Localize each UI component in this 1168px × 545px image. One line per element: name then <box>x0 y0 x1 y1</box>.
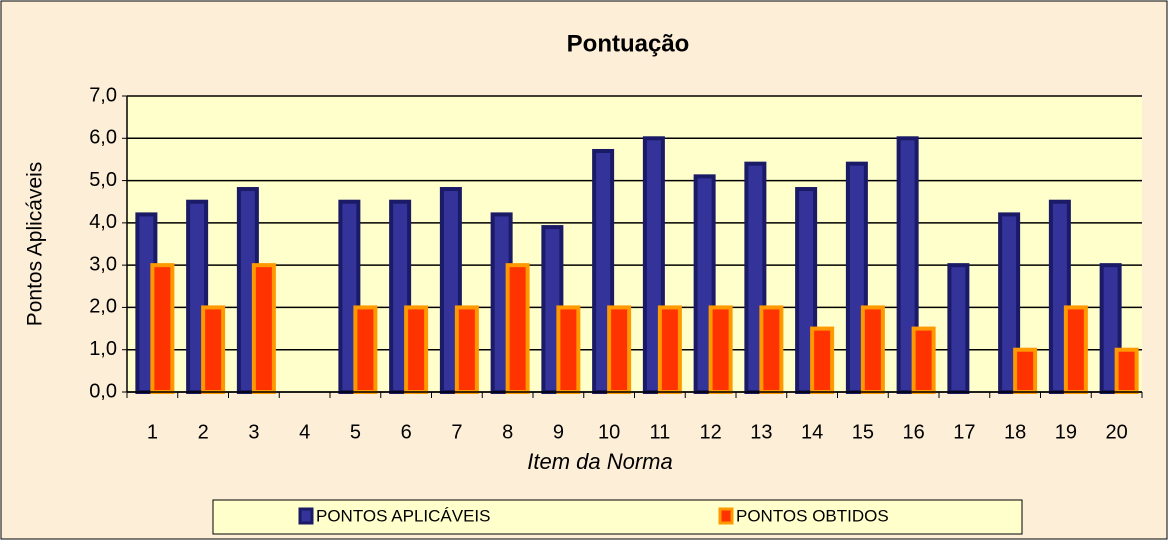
bar <box>657 305 682 394</box>
plot-area <box>127 96 1142 392</box>
bar <box>947 263 970 394</box>
bar <box>201 305 226 394</box>
x-tick-label: 16 <box>903 421 925 443</box>
x-tick-label: 17 <box>953 421 975 443</box>
y-tick-label: 4,0 <box>89 211 117 233</box>
y-tick-label: 0,0 <box>89 380 117 402</box>
y-tick-label: 2,0 <box>89 296 117 318</box>
bar <box>404 305 429 394</box>
x-tick-label: 18 <box>1004 421 1026 443</box>
bar <box>454 305 479 394</box>
bar <box>607 305 632 394</box>
bar <box>556 305 581 394</box>
x-tick-label: 14 <box>801 421 823 443</box>
x-tick-label: 19 <box>1055 421 1077 443</box>
x-tick-label: 5 <box>350 421 361 443</box>
x-tick-label: 6 <box>401 421 412 443</box>
x-tick-label: 2 <box>198 421 209 443</box>
x-tick-label: 9 <box>553 421 564 443</box>
y-axis-label: Pontos Aplicáveis <box>24 162 47 327</box>
bar <box>150 263 175 394</box>
y-tick-label: 1,0 <box>89 338 117 360</box>
x-tick-label: 8 <box>502 421 513 443</box>
bar <box>860 305 885 394</box>
chart-title: Pontuação <box>567 30 690 57</box>
bar <box>810 326 835 395</box>
legend-label: PONTOS APLICÁVEIS <box>316 506 490 525</box>
bar <box>505 263 530 394</box>
bar <box>251 263 276 394</box>
x-tick-label: 1 <box>147 421 158 443</box>
x-tick-label: 3 <box>248 421 259 443</box>
bar <box>1013 347 1038 395</box>
bar <box>1063 305 1088 394</box>
y-tick-label: 7,0 <box>89 84 117 106</box>
bar <box>759 305 784 394</box>
x-tick-label: 7 <box>451 421 462 443</box>
legend <box>212 499 1023 535</box>
bar <box>911 326 936 395</box>
y-tick-label: 5,0 <box>89 169 117 191</box>
x-tick-label: 20 <box>1106 421 1128 443</box>
y-tick-label: 3,0 <box>89 253 117 275</box>
x-tick-label: 10 <box>598 421 620 443</box>
bar <box>708 305 733 394</box>
x-axis-label: Item da Norma <box>527 449 673 474</box>
x-tick-label: 11 <box>649 421 670 443</box>
legend-swatch <box>298 507 314 525</box>
legend-swatch <box>718 507 734 525</box>
y-tick-label: 6,0 <box>89 127 117 149</box>
bar <box>1114 347 1139 395</box>
x-tick-label: 13 <box>750 421 772 443</box>
bar <box>353 305 378 394</box>
x-tick-label: 12 <box>700 421 722 443</box>
x-tick-label: 4 <box>299 421 310 443</box>
x-tick-label: 15 <box>852 421 874 443</box>
legend-label: PONTOS OBTIDOS <box>736 506 889 525</box>
